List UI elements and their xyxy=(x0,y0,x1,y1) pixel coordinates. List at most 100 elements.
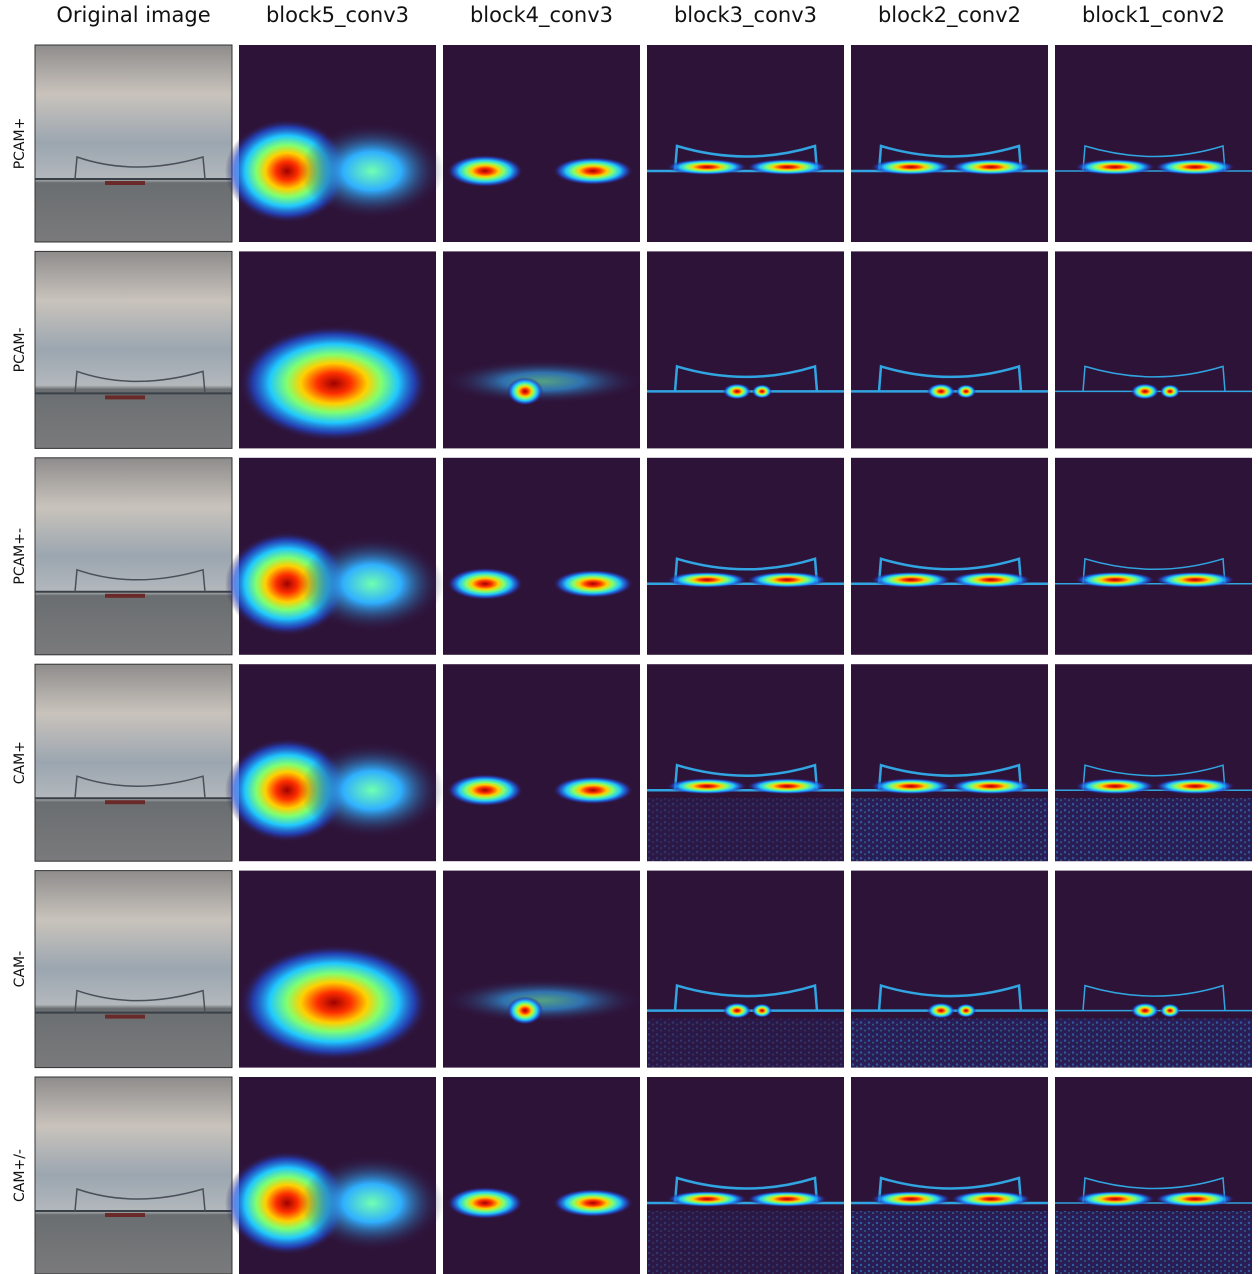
photo xyxy=(34,870,233,1069)
heatmap xyxy=(443,664,640,862)
heatmap xyxy=(1055,45,1252,242)
blob xyxy=(239,944,429,1061)
heatmap xyxy=(1055,664,1252,862)
heatmap xyxy=(239,251,436,449)
noise xyxy=(647,1211,844,1274)
heatmap xyxy=(851,251,1048,449)
photo xyxy=(34,1076,233,1274)
blob xyxy=(553,157,633,185)
bridge-cables xyxy=(74,989,206,1013)
photo xyxy=(34,250,233,449)
original-image xyxy=(34,250,233,449)
heatmap xyxy=(225,457,444,655)
column-title: block1_conv2 xyxy=(1082,3,1225,28)
blob xyxy=(553,1189,633,1217)
heatmap xyxy=(851,45,1048,242)
row-label: CAM+ xyxy=(12,741,28,784)
blob xyxy=(956,384,976,399)
blob xyxy=(1075,571,1155,588)
heatmap xyxy=(851,1077,1048,1274)
blob xyxy=(871,778,951,795)
original-image xyxy=(34,870,233,1069)
heatmap xyxy=(443,1077,640,1274)
heatmap-bg xyxy=(1055,45,1252,242)
blob xyxy=(747,1191,827,1207)
blob xyxy=(553,776,633,805)
blob xyxy=(667,159,747,175)
heatmap-bg xyxy=(1055,251,1252,449)
bridge-cables xyxy=(74,1187,206,1212)
heatmap-bg xyxy=(1055,457,1252,655)
heatmap-bg xyxy=(851,45,1048,242)
blob xyxy=(871,1191,951,1207)
ships xyxy=(105,800,145,805)
heatmap-bg xyxy=(443,1077,640,1274)
blob xyxy=(951,159,1031,175)
blob xyxy=(871,159,951,175)
heatmap-bg xyxy=(443,457,640,655)
heatmap xyxy=(851,457,1048,655)
heatmap xyxy=(647,664,844,862)
heatmap xyxy=(647,45,844,242)
noise xyxy=(851,1211,1048,1274)
heatmap-bg xyxy=(851,457,1048,655)
heatmap xyxy=(1055,870,1252,1068)
bridge-cables xyxy=(74,155,206,180)
ships xyxy=(105,395,145,400)
heatmap xyxy=(1055,457,1252,655)
heatmap-bg xyxy=(443,664,640,862)
blob xyxy=(951,1191,1031,1207)
row-label: PCAM+- xyxy=(12,528,28,585)
row-label: PCAM- xyxy=(12,327,28,372)
heatmap xyxy=(443,251,643,449)
noise xyxy=(1055,1211,1252,1274)
photo xyxy=(34,457,233,656)
heatmap-bg xyxy=(443,870,640,1068)
blob xyxy=(1075,159,1155,175)
heatmap xyxy=(647,870,844,1068)
heatmap xyxy=(443,870,643,1068)
heatmap xyxy=(647,251,844,449)
heatmap xyxy=(1055,251,1252,449)
blob xyxy=(1155,1191,1235,1207)
blob xyxy=(747,778,827,795)
blob xyxy=(507,996,543,1025)
heatmap xyxy=(1055,1077,1252,1274)
blob xyxy=(300,1155,444,1251)
heatmap xyxy=(647,1077,844,1274)
blob xyxy=(1160,384,1180,399)
heatmap xyxy=(851,870,1048,1068)
blob xyxy=(447,774,523,807)
ships xyxy=(105,593,145,598)
blob xyxy=(300,123,444,219)
blob xyxy=(1155,571,1235,588)
blob xyxy=(1155,159,1235,175)
heatmap-bg xyxy=(647,45,844,242)
heatmap xyxy=(225,45,444,242)
heatmap xyxy=(443,457,640,655)
blob xyxy=(747,159,827,175)
blob xyxy=(1155,778,1235,795)
noise xyxy=(647,1018,844,1068)
blob xyxy=(752,1003,772,1018)
bridge-cables xyxy=(74,775,206,799)
original-image xyxy=(34,1076,233,1274)
original-image xyxy=(34,44,233,243)
blob xyxy=(447,155,523,187)
blob xyxy=(1075,778,1155,795)
blob xyxy=(1160,1003,1180,1018)
column-title: block2_conv2 xyxy=(878,3,1021,28)
heatmap xyxy=(239,870,436,1068)
blob xyxy=(667,571,747,588)
blob xyxy=(1131,383,1159,400)
column-title: block4_conv3 xyxy=(470,3,613,28)
heatmap-bg xyxy=(851,251,1048,449)
blob xyxy=(507,377,543,406)
noise xyxy=(1055,1018,1252,1068)
blob xyxy=(1131,1002,1159,1019)
blob xyxy=(443,359,643,404)
blob xyxy=(300,535,444,632)
heatmap-bg xyxy=(443,45,640,242)
blob xyxy=(723,383,751,400)
blob xyxy=(723,1002,751,1019)
